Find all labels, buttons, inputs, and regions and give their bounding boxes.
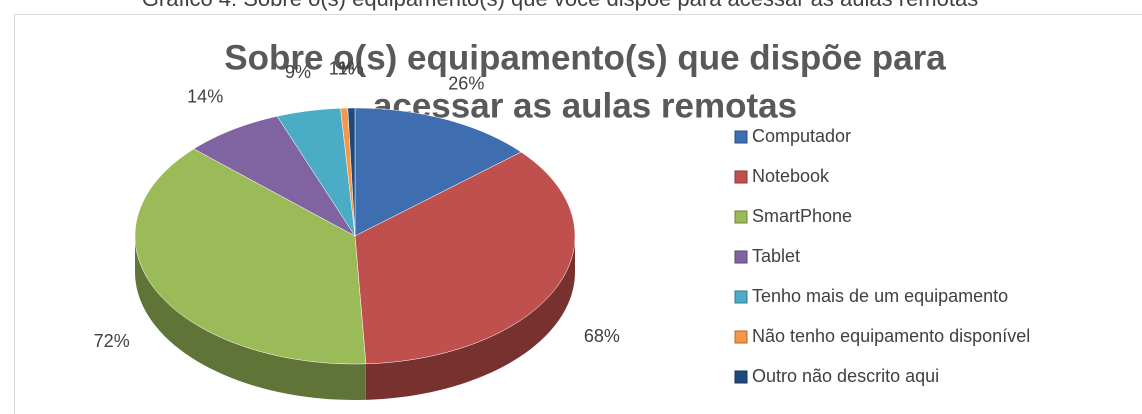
legend-swatch	[734, 370, 748, 384]
data-label: 14%	[187, 87, 223, 107]
slice	[354, 151, 576, 365]
legend-swatch	[734, 210, 748, 224]
legend-swatch	[734, 250, 748, 264]
legend-label: Não tenho equipamento disponível	[752, 326, 1030, 346]
slice-side	[365, 236, 575, 400]
slice	[276, 108, 356, 237]
legend-label: Outro não descrito aqui	[752, 366, 939, 386]
slice	[134, 148, 367, 365]
data-label: 1%	[338, 58, 364, 78]
data-label: 68%	[584, 326, 620, 346]
slice-side	[135, 236, 366, 400]
caption: Gráfico 4: Sobre o(s) equipamento(s) que…	[142, 0, 978, 11]
slice	[347, 107, 356, 237]
legend-label: Computador	[752, 126, 851, 146]
legend-label: Notebook	[752, 166, 830, 186]
legend-swatch	[734, 330, 748, 344]
legend-label: SmartPhone	[752, 206, 852, 226]
data-label: 1%	[329, 59, 355, 79]
legend-swatch	[734, 170, 748, 184]
data-label: 9%	[285, 62, 311, 82]
legend-label: Tablet	[752, 246, 800, 266]
legend-swatch	[734, 290, 748, 304]
data-label: 72%	[94, 331, 130, 351]
legend-swatch	[734, 130, 748, 144]
chart-title: Sobre o(s) equipamento(s) que dispõe par…	[224, 38, 946, 77]
data-label: 26%	[448, 73, 484, 93]
slice	[354, 107, 522, 237]
slice	[193, 116, 356, 237]
legend-label: Tenho mais de um equipamento	[752, 286, 1008, 306]
